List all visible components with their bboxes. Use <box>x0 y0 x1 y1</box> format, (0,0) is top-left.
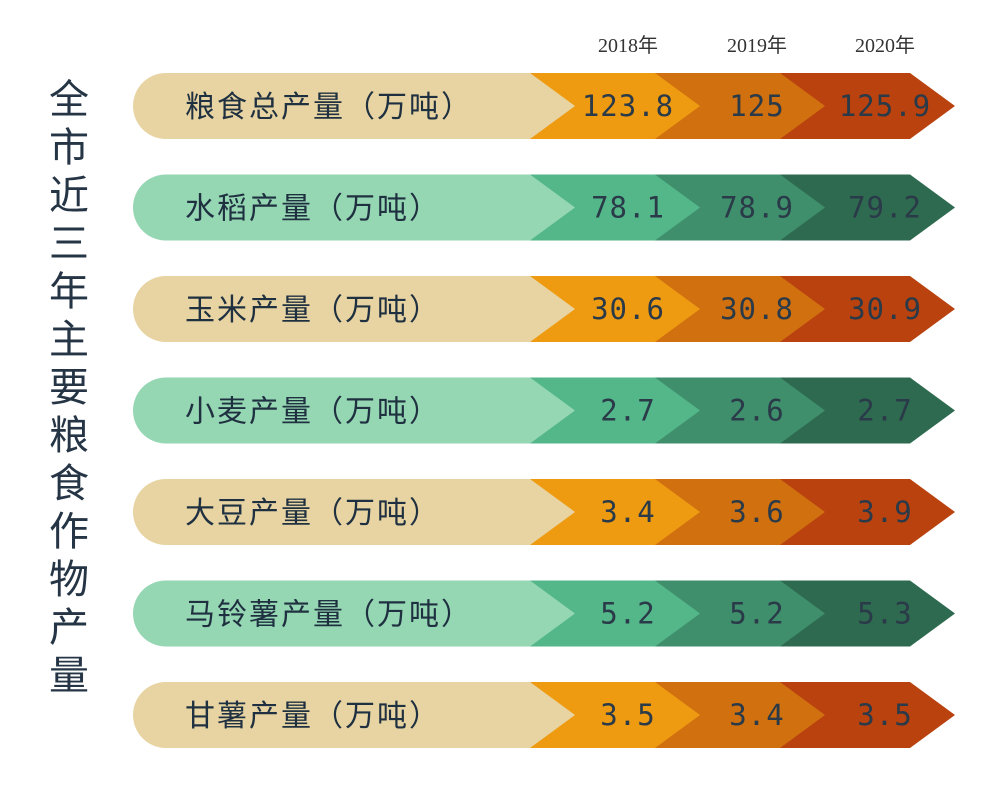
arrow-segment <box>645 580 825 647</box>
value: 78.1 <box>591 191 665 225</box>
arrow-segment <box>770 377 955 444</box>
label-segment <box>133 682 575 748</box>
value: 2.7 <box>600 394 655 428</box>
row-label: 大豆产量（万吨） <box>185 496 441 531</box>
value: 30.8 <box>720 292 794 326</box>
year-label: 2018年 <box>598 34 658 57</box>
value: 125 <box>729 89 784 123</box>
arrow-segment <box>645 73 825 139</box>
arrow-segment <box>645 377 825 444</box>
arrow-segment <box>645 479 825 545</box>
value: 30.6 <box>591 292 665 326</box>
arrow-segment <box>520 580 700 647</box>
value: 123.8 <box>582 89 674 123</box>
arrow-segment <box>645 682 825 748</box>
row-label: 马铃薯产量（万吨） <box>185 598 473 633</box>
row-label: 甘薯产量（万吨） <box>185 699 441 734</box>
label-segment <box>133 73 575 139</box>
year-label: 2019年 <box>727 34 787 57</box>
arrow-segment <box>770 580 955 647</box>
value: 3.4 <box>729 698 784 732</box>
value: 2.7 <box>857 394 912 428</box>
value: 125.9 <box>839 89 931 123</box>
label-segment <box>133 276 575 342</box>
arrow-segment <box>770 682 955 748</box>
arrow-segment <box>520 682 700 748</box>
value: 5.2 <box>729 597 784 631</box>
value: 30.9 <box>848 292 922 326</box>
value: 3.9 <box>857 495 912 529</box>
value: 3.4 <box>600 495 655 529</box>
value: 79.2 <box>848 191 922 225</box>
arrow-segment <box>770 174 955 241</box>
row-label: 粮食总产量（万吨） <box>185 90 473 125</box>
arrow-segment <box>520 479 700 545</box>
row-label: 水稻产量（万吨） <box>185 192 441 227</box>
value: 3.6 <box>729 495 784 529</box>
label-segment <box>133 174 575 241</box>
arrow-segment <box>520 377 700 444</box>
value: 5.3 <box>857 597 912 631</box>
arrow-segment <box>645 174 825 241</box>
value: 78.9 <box>720 191 794 225</box>
label-segment <box>133 479 575 545</box>
title: 全市近三年主要粮食作物产量 <box>42 78 88 702</box>
value: 3.5 <box>857 698 912 732</box>
arrow-segment <box>520 73 700 139</box>
arrow-segment <box>770 276 955 342</box>
year-label: 2020年 <box>855 34 915 57</box>
value: 2.6 <box>729 394 784 428</box>
row-label: 玉米产量（万吨） <box>185 293 441 328</box>
arrow-segment <box>645 276 825 342</box>
arrow-segment <box>520 276 700 342</box>
arrow-segment <box>770 479 955 545</box>
row-label: 小麦产量（万吨） <box>185 395 441 430</box>
value: 5.2 <box>600 597 655 631</box>
label-segment <box>133 580 575 647</box>
label-segment <box>133 377 575 444</box>
value: 3.5 <box>600 698 655 732</box>
arrow-segment <box>520 174 700 241</box>
arrow-segment <box>770 73 955 139</box>
